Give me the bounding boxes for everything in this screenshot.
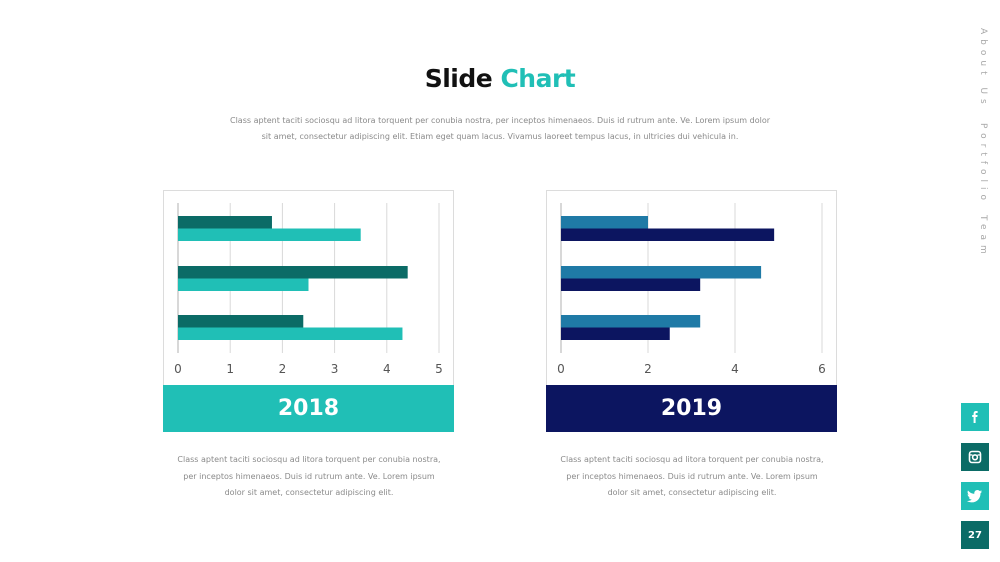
slide-title: Slide Chart [0, 64, 1000, 93]
intro-text: Class aptent taciti sociosqu ad litora t… [230, 116, 770, 141]
chart-card-2019: 0 2 4 6 2019 [546, 190, 837, 432]
title-word-primary: Slide [424, 64, 493, 93]
title-word-accent: Chart [500, 64, 576, 93]
nav-team[interactable]: Team [978, 215, 988, 259]
twitter-button[interactable] [961, 482, 989, 510]
bar-series1-group3 [561, 315, 701, 328]
bar-series2-group2 [561, 278, 701, 291]
year-label-2018: 2018 [163, 385, 454, 432]
facebook-icon [972, 411, 978, 423]
x-tick-label: 2 [644, 362, 652, 376]
nav-about-us[interactable]: About Us [978, 28, 988, 109]
bar-series2-group2 [178, 278, 309, 291]
bar-series1-group2 [178, 266, 408, 279]
bar-series2-group1 [178, 228, 361, 241]
bar-chart-2018: 0 1 2 3 4 5 [174, 203, 443, 376]
bar-series1-group2 [561, 266, 762, 279]
instagram-button[interactable] [961, 443, 989, 471]
x-tick-label: 2 [279, 362, 287, 376]
page-number: 27 [961, 521, 989, 549]
x-tick-label: 4 [383, 362, 391, 376]
bar-series2-group1 [561, 228, 775, 241]
caption-2019: Class aptent taciti sociosqu ad litora t… [560, 455, 824, 497]
x-tick-label: 6 [818, 362, 826, 376]
year-label-2019: 2019 [546, 385, 837, 432]
x-tick-label: 0 [174, 362, 182, 376]
x-tick-label: 5 [435, 362, 443, 376]
instagram-icon [968, 450, 982, 464]
bar-chart-2019: 0 2 4 6 [557, 203, 826, 376]
chart-card-2018: 0 1 2 3 4 5 2018 [163, 190, 454, 432]
x-tick-label: 0 [557, 362, 565, 376]
x-tick-label: 1 [226, 362, 234, 376]
bar-series1-group3 [178, 315, 304, 328]
bar-series1-group1 [561, 216, 648, 229]
facebook-button[interactable] [961, 403, 989, 431]
nav-portfolio[interactable]: Portfolio [978, 123, 988, 206]
caption-2018: Class aptent taciti sociosqu ad litora t… [177, 455, 441, 497]
x-tick-label: 4 [731, 362, 739, 376]
x-tick-label: 3 [331, 362, 339, 376]
bar-series2-group3 [561, 327, 670, 340]
bar-series1-group1 [178, 216, 272, 229]
twitter-icon [967, 490, 982, 503]
bar-series2-group3 [178, 327, 403, 340]
